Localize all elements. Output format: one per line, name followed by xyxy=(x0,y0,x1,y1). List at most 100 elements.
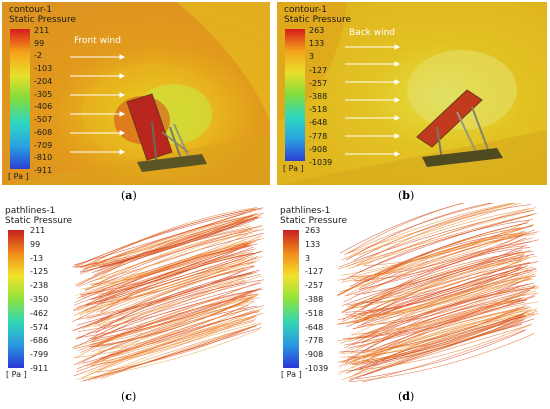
pathline xyxy=(83,318,251,378)
colorbar-tick-label: -608 xyxy=(34,127,53,137)
pathline xyxy=(100,251,253,313)
panel-b-contour: contour-1 Static Pressure 263 133 3 -127 -25… xyxy=(277,2,547,185)
pathline xyxy=(356,269,529,321)
pathline xyxy=(366,277,528,326)
pathline xyxy=(88,215,249,267)
pathline xyxy=(91,294,246,345)
pathline xyxy=(76,214,263,268)
colorbar-tick-label: -1039 xyxy=(309,158,333,167)
colorbar-tick-label: -125 xyxy=(30,267,49,277)
pathline xyxy=(80,207,264,268)
pathline xyxy=(83,207,258,269)
pathline xyxy=(359,214,532,273)
legend-title-c: pathlines-1 Static Pressure xyxy=(5,206,72,226)
pathline xyxy=(352,277,531,329)
pathline xyxy=(346,207,536,268)
pathline xyxy=(342,219,530,281)
pathline xyxy=(77,253,250,308)
pathline xyxy=(337,290,537,342)
pathline xyxy=(84,275,263,328)
pathline xyxy=(361,310,538,363)
pathline-plot-d xyxy=(337,203,539,383)
wind-label-a: Front wind xyxy=(74,36,121,46)
colorbar-tick-label: -709 xyxy=(34,140,53,150)
pathline xyxy=(348,307,522,364)
pathline xyxy=(75,226,252,285)
pathline xyxy=(364,287,539,351)
pathline xyxy=(100,305,249,359)
colorbar-tick-label: -406 xyxy=(34,102,53,112)
pathline xyxy=(85,258,248,313)
pathline xyxy=(366,301,539,363)
colorbar-tick-label: -103 xyxy=(34,64,53,74)
colorbar-tick-label: 133 xyxy=(305,239,321,249)
legend-title-line1: pathlines-1 xyxy=(280,206,331,216)
pathline xyxy=(343,241,531,303)
pathline xyxy=(346,239,539,297)
colorbar-tick-label: -1039 xyxy=(305,364,329,373)
colorbar-tick-label: -2 xyxy=(34,51,42,61)
pathline xyxy=(361,329,525,383)
legend-title-line2: Static Pressure xyxy=(9,15,77,25)
colorbar-tick-label: -388 xyxy=(305,295,324,304)
pathline xyxy=(82,217,259,270)
colorbar-tick-label: -810 xyxy=(34,153,53,163)
pathline xyxy=(82,309,256,364)
pathline xyxy=(353,233,526,281)
pathline xyxy=(73,308,263,359)
pathline xyxy=(358,203,516,256)
pathline xyxy=(362,321,522,377)
colorbar-ticks-a: 211 99 -2 -103 -204 -305 -406 -507 -608 -709 -810 -… xyxy=(34,26,74,176)
colorbar-tick-label: -574 xyxy=(30,322,49,332)
pathline xyxy=(344,306,529,366)
colorbar-c xyxy=(8,230,24,368)
legend-title-line2: Static Pressure xyxy=(284,15,352,25)
pathline xyxy=(340,203,465,254)
pathline xyxy=(342,262,531,323)
colorbar-tick-label: -778 xyxy=(305,336,324,346)
pathline xyxy=(73,319,256,377)
pathline xyxy=(356,329,527,380)
unit-label-a: [ Pa ] xyxy=(8,172,29,181)
colorbar-tick-label: 263 xyxy=(309,26,325,35)
pathline xyxy=(101,300,255,360)
pathline-plot-c xyxy=(71,207,265,382)
pathline xyxy=(337,230,525,281)
pathline xyxy=(91,296,260,353)
pathline xyxy=(354,244,528,296)
contour-plot-a xyxy=(2,2,270,185)
colorbar-tick-label: -778 xyxy=(309,131,328,141)
caption-c: (c) xyxy=(121,390,137,403)
colorbar-tick-label: -518 xyxy=(305,308,324,318)
pathline xyxy=(77,269,246,320)
panel-a-contour: contour-1 Static Pressure 211 99 -2 -103 -20… xyxy=(2,2,270,185)
legend-title-a: contour-1 Static Pressure xyxy=(9,5,76,25)
pathline xyxy=(72,208,262,268)
pathline xyxy=(342,306,520,354)
colorbar-tick-label: -908 xyxy=(309,144,328,154)
pathline xyxy=(366,249,532,300)
pathline xyxy=(353,314,523,365)
pathline xyxy=(75,282,262,339)
caption-letter-a: a xyxy=(125,189,133,202)
colorbar-tick-label: 263 xyxy=(305,226,321,235)
pathline xyxy=(91,283,247,342)
colorbar-tick-label: 133 xyxy=(309,39,325,49)
pathline xyxy=(365,222,529,283)
pathline xyxy=(351,289,532,346)
colorbar-tick-label: -305 xyxy=(34,89,53,99)
pathline xyxy=(96,322,262,373)
colorbar-tick-label: -257 xyxy=(309,78,328,88)
pathline xyxy=(351,285,536,336)
pathline xyxy=(72,289,258,349)
pathline xyxy=(75,226,263,287)
colorbar-tick-label: -13 xyxy=(30,253,44,263)
heliostat-model-a xyxy=(126,93,207,172)
pathline xyxy=(98,232,254,294)
pathline xyxy=(92,224,264,282)
pathline xyxy=(345,203,517,255)
pathline xyxy=(77,229,265,288)
pathline xyxy=(343,203,495,256)
pathline xyxy=(355,225,533,283)
pathline xyxy=(91,290,252,343)
